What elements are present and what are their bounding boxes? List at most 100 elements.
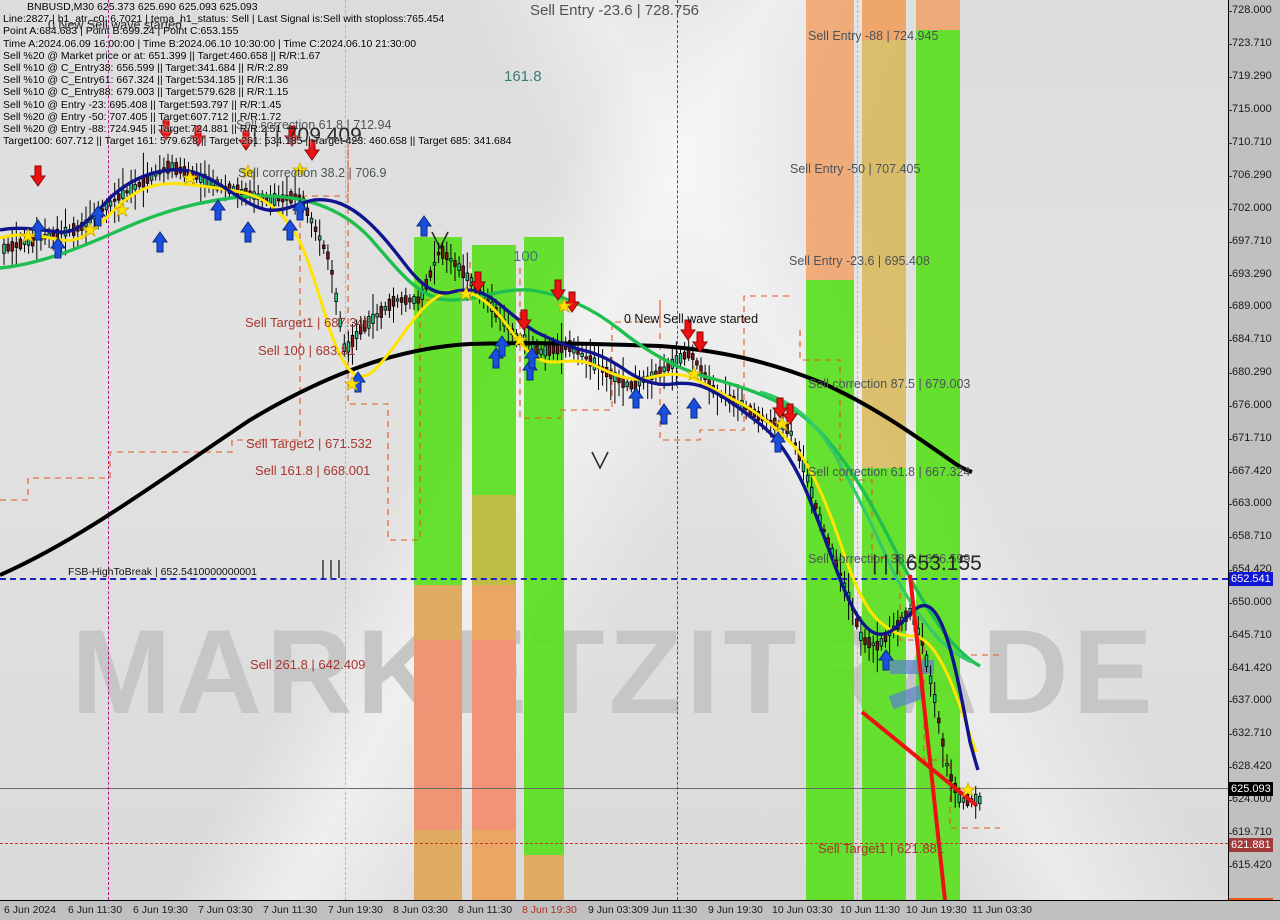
time-axis[interactable]: 6 Jun 2024 6 Jun 11:30 6 Jun 19:30 7 Jun 03…	[0, 900, 1280, 920]
time-tick-3: 7 Jun 03:30	[198, 904, 253, 916]
vline-magenta-1	[108, 0, 109, 900]
star-signal-7	[458, 286, 474, 301]
ma-navy-line	[0, 168, 980, 771]
star-signal-2	[114, 202, 130, 217]
time-tick-8: 8 Jun 19:30	[522, 904, 577, 916]
price-tick-7: 697.710	[1229, 235, 1272, 247]
last-price-box: 625.093	[1229, 782, 1273, 796]
time-tick-5: 7 Jun 19:30	[328, 904, 383, 916]
vline-magenta-2	[677, 0, 678, 900]
time-tick-2: 6 Jun 19:30	[133, 904, 188, 916]
info-line-2: Time A:2024.06.09 16:00:00 | Time B:2024…	[3, 37, 417, 50]
info-detail-lines: Line:2827 | h1_atr_c0: 6.7021 | tema_h1_…	[3, 13, 512, 147]
price-tick-4: 710.710	[1229, 136, 1272, 148]
price-tick-11: 680.290	[1229, 366, 1272, 378]
up-arrow-signal-14	[628, 387, 644, 409]
trend-line-red-2	[860, 710, 978, 807]
annotation-new-sell-wave-top: 0 New Sell wave started	[48, 18, 183, 32]
price-tick-21: 637.000	[1229, 694, 1272, 706]
annotation-sell-target1-687: Sell Target1 | 687.348	[245, 315, 372, 330]
up-arrow-signal-2	[90, 205, 106, 227]
info-line-5: Sell %10 @ C_Entry61: 667.324 || Target:…	[3, 74, 289, 87]
annotation-fib-100: 100	[513, 248, 539, 265]
annotation-sell-corr-618-712: Sell correction 61.8 | 712.94	[236, 118, 392, 132]
price-tick-16: 658.710	[1229, 530, 1272, 542]
time-tick-9: 9 Jun 03:30	[588, 904, 643, 916]
info-line-7: Sell %10 @ Entry -23: 695.408 || Target:…	[3, 98, 282, 111]
star-signal-12	[960, 782, 976, 797]
price-tick-1: 723.710	[1229, 37, 1272, 49]
up-arrow-signal-17	[770, 431, 786, 453]
chart-info-panel: BNBUSD,M30 625.373 625.690 625.093 625.0…	[3, 1, 512, 147]
band-orange-5	[862, 0, 906, 40]
price-tick-3: 715.000	[1229, 103, 1272, 115]
time-tick-10: 9 Jun 11:30	[643, 904, 698, 916]
down-arrow-signal-0	[30, 165, 46, 187]
star-signal-8	[512, 332, 528, 347]
trend-line-red-1	[908, 574, 947, 900]
down-arrow-signal-11	[692, 331, 708, 353]
up-arrow-signal-4	[210, 199, 226, 221]
fib-box-layer	[0, 120, 1000, 829]
annotation-sell-target1-621: Sell Target1 | 621.881	[818, 841, 945, 856]
price-tick-23: 628.420	[1229, 760, 1272, 772]
price-tick-8: 693.290	[1229, 268, 1272, 280]
up-arrow-signal-18	[878, 649, 894, 671]
annotation-fib-161-8: 161.8	[504, 68, 542, 85]
price-tick-5: 706.290	[1229, 169, 1272, 181]
broker-watermark: MARKETZITRADE	[71, 605, 1157, 739]
symbol-quote-line: BNBUSD,M30 625.373 625.690 625.093 625.0…	[27, 1, 258, 13]
info-line-6: Sell %10 @ C_Entry88: 679.003 || Target:…	[3, 86, 289, 99]
price-tick-15: 663.000	[1229, 497, 1272, 509]
hline-last	[0, 788, 1228, 789]
info-line-1: Point A:684.683 | Point B:699.24 | Point…	[3, 25, 239, 38]
price-tick-2: 719.290	[1229, 70, 1272, 82]
star-signal-0	[20, 228, 36, 243]
up-arrow-signal-9	[416, 215, 432, 237]
price-tick-24: 624.000	[1229, 793, 1272, 805]
ma-lightgreen-line	[759, 390, 973, 664]
time-tick-12: 10 Jun 03:30	[772, 904, 833, 916]
annotation-sell-corr-618-667: Sell correction 61.8 | 667.324	[808, 465, 971, 479]
annotation-sell-entry-88: Sell Entry -88 | 724.945	[808, 29, 939, 43]
price-tick-14: 667.420	[1229, 465, 1272, 477]
price-tick-18: 650.000	[1229, 596, 1272, 608]
annotation-fsb-high-to-break: FSB-HighToBreak | 652.5410000000001	[68, 566, 257, 578]
info-line-3: Sell %20 @ Market price or at: 651.399 |…	[3, 49, 321, 62]
up-arrow-signal-7	[292, 199, 308, 221]
annotation-sell-corr-875-679: Sell correction 87.5 | 679.003	[808, 377, 971, 391]
up-arrow-signal-6	[282, 219, 298, 241]
hline-bid	[0, 578, 1228, 580]
star-signal-3	[182, 170, 198, 185]
up-arrow-signal-1	[50, 237, 66, 259]
down-arrow-signal-6	[470, 271, 486, 293]
price-tick-26: 615.420	[1229, 859, 1272, 871]
annotation-new-sell-wave: 0 New Sell wave started	[624, 312, 759, 326]
price-tick-13: 671.710	[1229, 432, 1272, 444]
time-tick-4: 7 Jun 11:30	[263, 904, 318, 916]
annotation-sell-2618-642: Sell 261.8 | 642.409	[250, 657, 366, 672]
ma-yellow-line	[0, 182, 978, 753]
up-arrow-signal-0	[30, 219, 46, 241]
info-line-4: Sell %10 @ C_Entry38: 656.599 || Target:…	[3, 62, 289, 75]
time-tick-11: 9 Jun 19:30	[708, 904, 763, 916]
annotation-sell-1618-668: Sell 161.8 | 668.001	[255, 463, 371, 478]
time-tick-0: 6 Jun 2024	[4, 904, 56, 916]
price-axis[interactable]: 728.000 723.710 719.290 715.000 710.710 706.2…	[1228, 0, 1280, 912]
annotation-price-709-409: | | | 709.409	[252, 124, 362, 147]
time-tick-1: 6 Jun 11:30	[68, 904, 123, 916]
price-tick-10: 684.710	[1229, 333, 1272, 345]
time-tick-14: 10 Jun 19:30	[906, 904, 967, 916]
band-salmon-1	[414, 640, 462, 830]
annotation-sell-100-683: Sell 100 | 683.81	[258, 343, 356, 358]
price-tick-25: 619.710	[1229, 826, 1272, 838]
band-khaki-5	[862, 0, 906, 468]
band-green-5	[862, 468, 906, 900]
chart-plot-area[interactable]: MARKETZITRADE	[0, 0, 1228, 900]
info-line-8: Sell %20 @ Entry -50: 707.405 || Target:…	[3, 110, 282, 123]
down-arrow-signal-7	[516, 309, 532, 331]
price-tick-20: 641.420	[1229, 662, 1272, 674]
time-tick-15: 11 Jun 03:30	[972, 904, 1032, 916]
price-tick-19: 645.710	[1229, 629, 1272, 641]
band-salmon-2	[472, 640, 516, 830]
